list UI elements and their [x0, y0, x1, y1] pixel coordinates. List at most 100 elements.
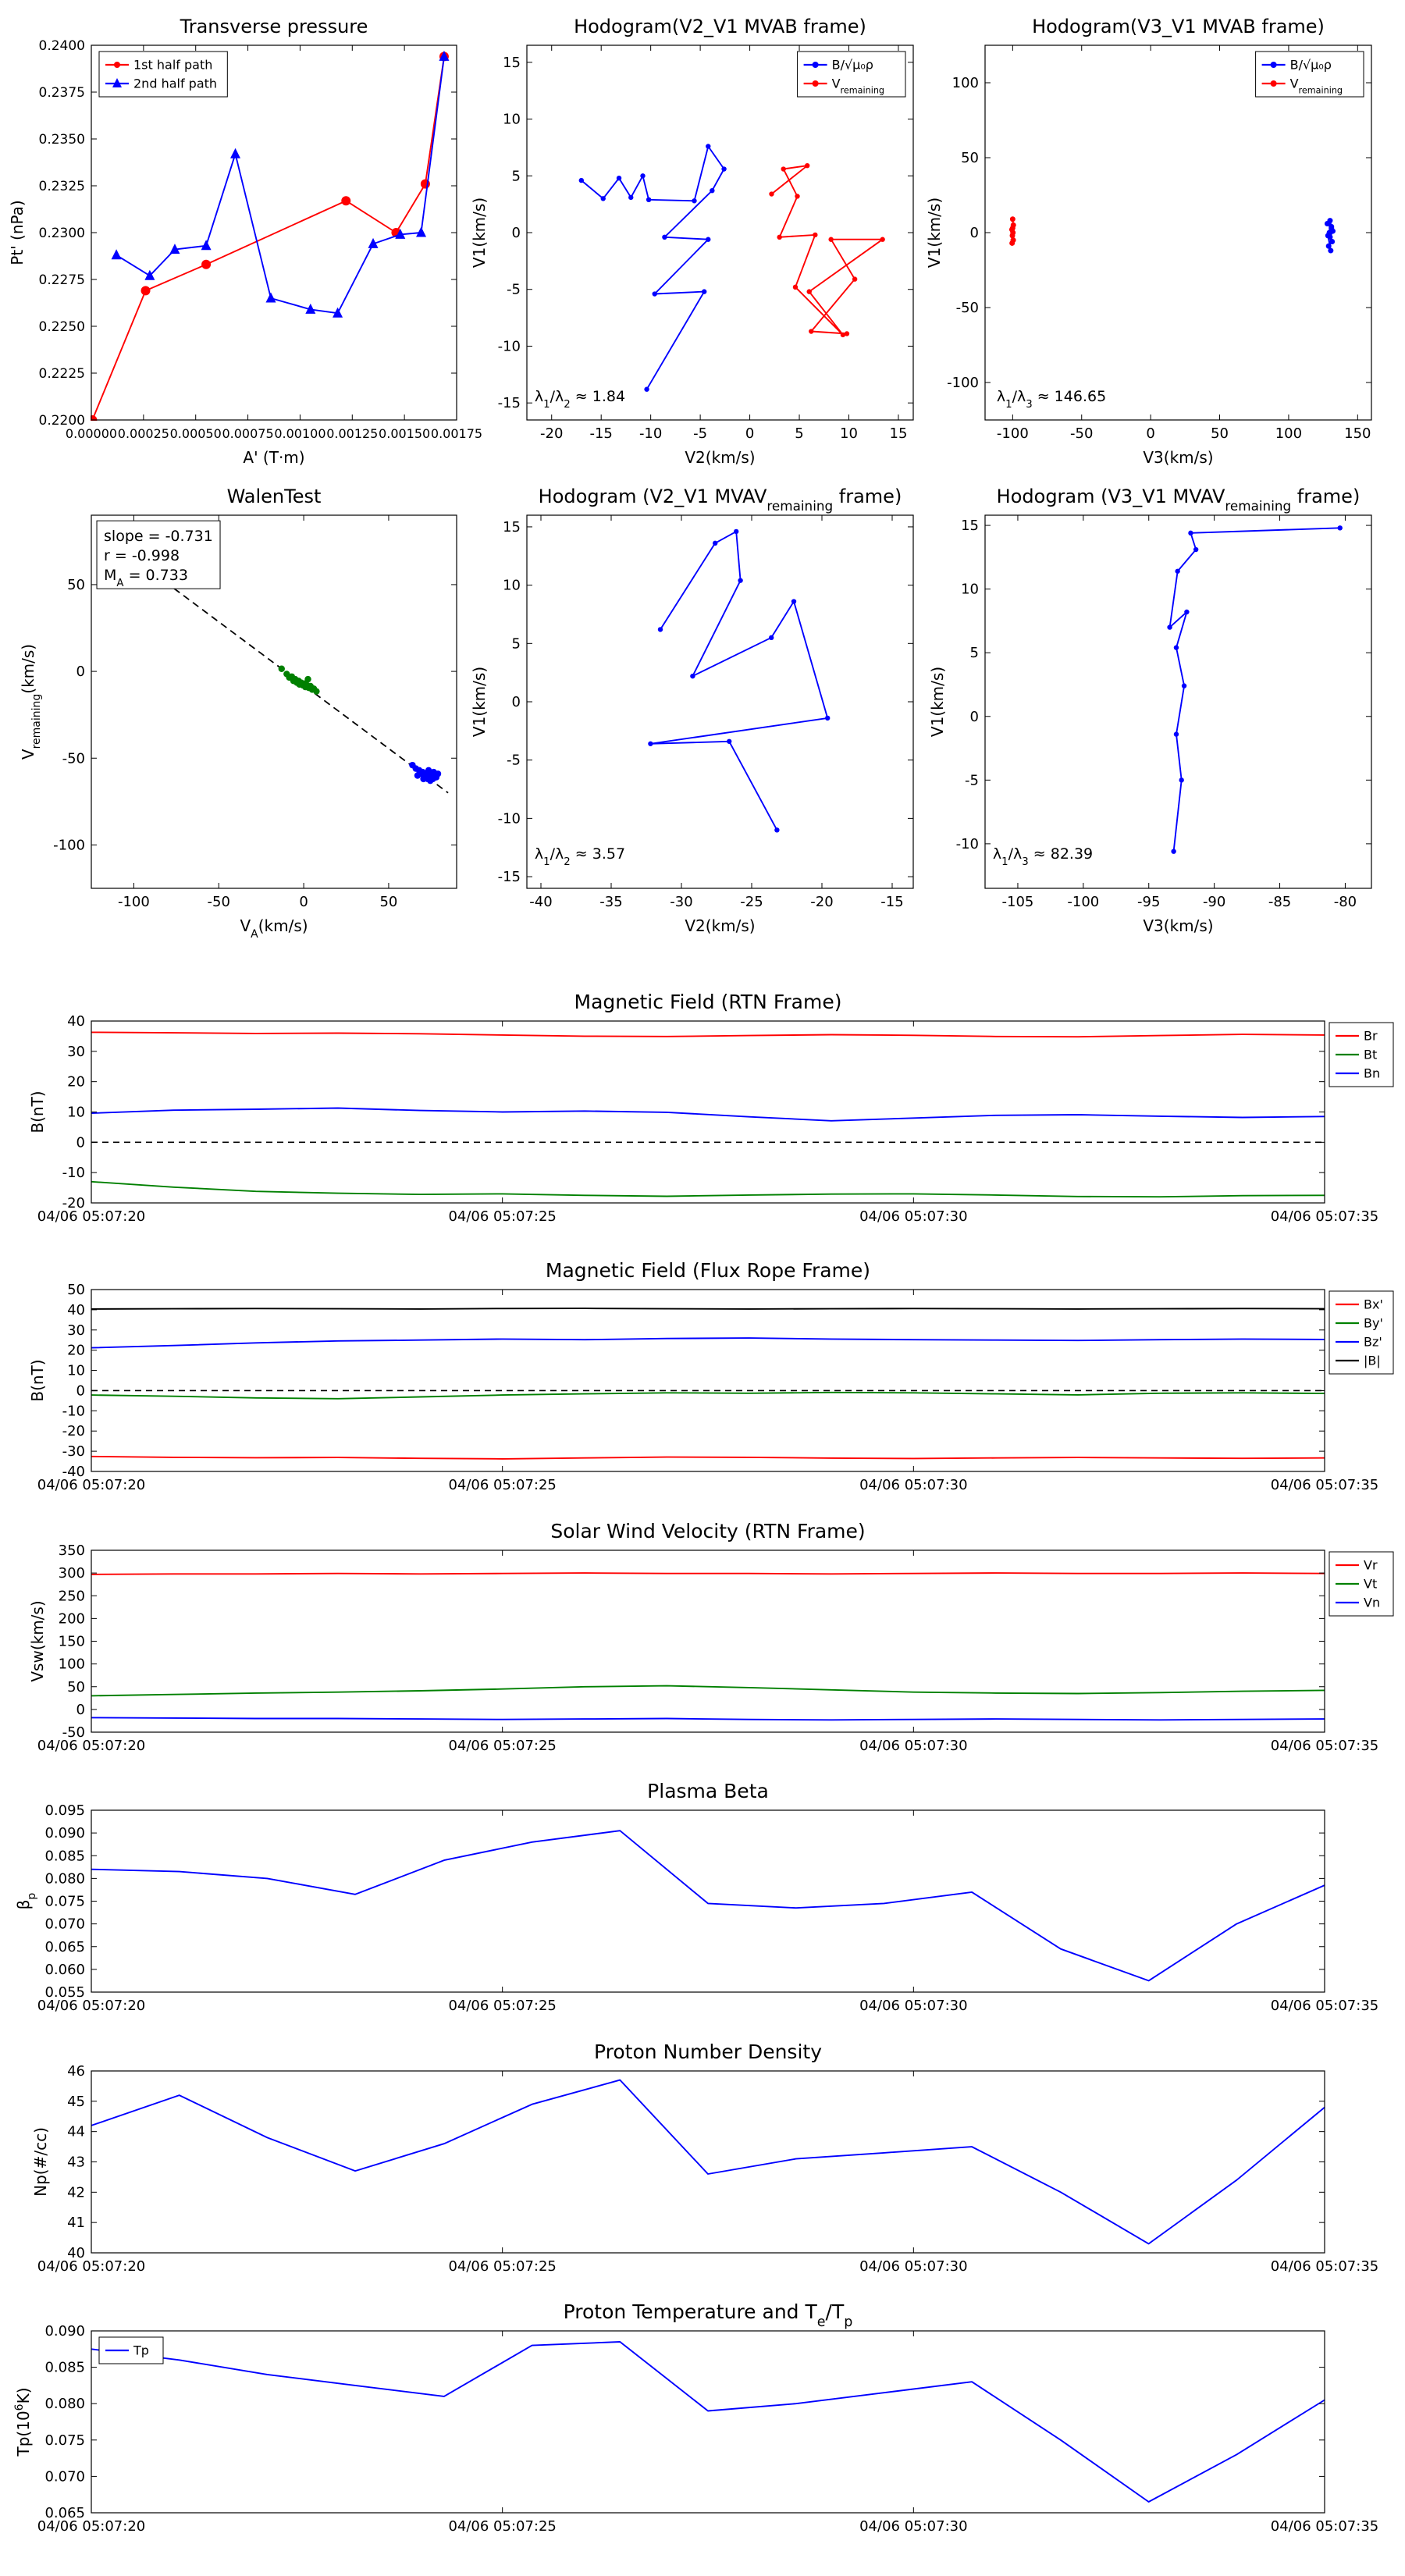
- x-axis-label: V2(km/s): [685, 448, 755, 467]
- x-tick-label: -85: [1268, 894, 1291, 910]
- x-tick-label: 04/06 05:07:35: [1271, 2258, 1378, 2275]
- y-tick-label: 5: [512, 635, 521, 652]
- axes-frame: [91, 1289, 1325, 1472]
- y-tick-label: -10: [62, 1403, 85, 1419]
- x-tick-label: 04/06 05:07:25: [448, 1738, 556, 1754]
- y-tick-label: -40: [62, 1464, 85, 1480]
- x-tick-label: -20: [810, 894, 833, 910]
- x-axis: -100 -50 0 50: [118, 515, 397, 910]
- x-tick-label: -100: [118, 894, 150, 910]
- series-Bx': [91, 1455, 1325, 1460]
- y-tick-label: 300: [59, 1565, 85, 1582]
- stats-line: r = -0.998: [104, 547, 180, 564]
- series-layer: [91, 1031, 1325, 1198]
- legend-label: Tp: [133, 2343, 149, 2358]
- y-tick-label: 50: [67, 1282, 85, 1298]
- stats-textbox: slope = -0.731 r = -0.998 MA = 0.733: [96, 520, 221, 589]
- x-tick-label: 50: [379, 894, 397, 910]
- y-tick-label: 0.090: [44, 1825, 85, 1841]
- x-tick-label: 04/06 05:07:20: [37, 1208, 145, 1225]
- x-axis-label: V2(km/s): [685, 916, 755, 935]
- chart-title: Hodogram (V2_V1 MVAVremaining frame): [539, 486, 902, 514]
- y-axis-label: V1(km/s): [928, 667, 947, 737]
- transverse-pressure-plot: 0.00000 0.00025 0.00050 0.00075 0.00100 0.001…: [8, 16, 482, 467]
- x-tick-label: -50: [208, 894, 230, 910]
- y-tick-label: 41: [67, 2215, 85, 2231]
- chart-title: Plasma Beta: [647, 1780, 769, 1802]
- y-axis: 0.055 0.060 0.065 0.070 0.075 0.080 0.085 0.090…: [44, 1802, 1325, 2001]
- y-tick-label: 15: [961, 518, 979, 534]
- y-tick-label: -50: [62, 1724, 85, 1741]
- legend: Br Bt Bn: [1329, 1022, 1394, 1087]
- chart-solar-wind-velocity: 04/06 05:07:20 04/06 05:07:25 04/06 05:07:…: [0, 1516, 1405, 1781]
- y-tick-label: -100: [947, 375, 979, 391]
- series-layer: [648, 528, 831, 833]
- x-tick-label: 04/06 05:07:30: [859, 1477, 967, 1493]
- x-tick-label: -40: [529, 894, 552, 910]
- hodogram-v3v1-mvab-plot: -100 -50 0 50 100 150 -100 -50 0 50 100 Hodogram(V3…: [925, 16, 1372, 467]
- y-tick-label: -10: [62, 1165, 85, 1181]
- legend-label: Bt: [1364, 1048, 1377, 1062]
- y-tick-label: -15: [498, 395, 521, 411]
- legend-label: |B|: [1364, 1354, 1381, 1368]
- x-tick-label: 04/06 05:07:30: [859, 1208, 967, 1225]
- y-tick-label: -100: [53, 837, 85, 853]
- chart-magnetic-field-rtn: 04/06 05:07:20 04/06 05:07:25 04/06 05:07:…: [0, 987, 1405, 1252]
- x-tick-label: 0.00175: [431, 426, 482, 441]
- y-tick-label: 0.2350: [39, 132, 85, 148]
- series-layer: [91, 1572, 1325, 1721]
- y-tick-label: 0: [970, 709, 979, 725]
- x-axis-label: A' (T·m): [243, 448, 304, 467]
- x-axis: 04/06 05:07:20 04/06 05:07:25 04/06 05:07:…: [37, 1810, 1378, 2014]
- x-axis: 04/06 05:07:20 04/06 05:07:25 04/06 05:07:…: [37, 1021, 1378, 1225]
- y-axis: -15 -10 -5 0 5 10 15: [498, 55, 913, 411]
- series-Bz': [91, 1337, 1325, 1349]
- x-axis-label: VA(km/s): [240, 916, 308, 941]
- chart-title: Hodogram (V3_V1 MVAVremaining frame): [997, 486, 1361, 514]
- legend-label: Bz': [1364, 1335, 1382, 1350]
- x-tick-label: 0.00000: [66, 426, 117, 441]
- series-second-half-points: [409, 761, 442, 785]
- annotation: λ1/λ2 ≈ 1.84: [535, 388, 625, 411]
- series-Bn: [91, 1107, 1325, 1122]
- axes-frame: [984, 514, 1372, 889]
- chart-hodogram-v3v1-mvab: -100 -50 0 50 100 150 -100 -50 0 50 100 Hodogram(V3…: [925, 6, 1405, 475]
- x-axis: -40 -35 -30 -25 -20 -15: [529, 515, 904, 910]
- y-tick-label: 0.2400: [39, 38, 85, 54]
- y-tick-label: 0.085: [44, 2360, 85, 2376]
- series-V-path: [648, 528, 831, 833]
- x-tick-label: 0: [745, 425, 754, 442]
- y-tick-label: 0.2325: [39, 179, 85, 194]
- x-tick-label: 0.00150: [379, 426, 430, 441]
- series-Bt: [91, 1180, 1325, 1198]
- legend-label: B/√μ₀ρ: [1290, 58, 1332, 73]
- legend-label: Vr: [1364, 1558, 1378, 1573]
- x-tick-label: -20: [540, 425, 563, 442]
- x-tick-label: 0.00025: [118, 426, 169, 441]
- hodogram-v3v1-mvav-plot: -105 -100 -95 -90 -85 -80 -10 -5 0 5 10 15 Hodogram …: [928, 486, 1372, 935]
- y-tick-label: 15: [503, 519, 521, 535]
- x-tick-label: -35: [599, 894, 622, 910]
- y-tick-label: 0: [76, 1382, 85, 1399]
- y-tick-label: -10: [498, 338, 521, 354]
- walen-test-plot: -100 -50 0 50 -100 -50 0 50 WalenTest VA(km/s) Vre…: [19, 486, 457, 941]
- y-tick-label: 15: [503, 55, 521, 71]
- x-tick-label: 04/06 05:07:35: [1271, 1738, 1378, 1754]
- y-tick-label: 0.090: [44, 2323, 85, 2339]
- x-tick-label: 04/06 05:07:20: [37, 2258, 145, 2275]
- y-tick-label: 20: [67, 1074, 85, 1091]
- y-tick-label: 5: [512, 168, 521, 184]
- series-2nd half path: [111, 50, 450, 318]
- series-layer: [91, 2341, 1325, 2503]
- y-tick-label: 40: [67, 2245, 85, 2261]
- y-tick-label: 50: [67, 577, 85, 593]
- legend-label: Vremaining: [832, 76, 884, 96]
- hodogram-v2v1-mvav-plot: -40 -35 -30 -25 -20 -15 -15 -10 -5 0 5 10 15 Hodogram…: [470, 486, 914, 935]
- y-tick-label: 10: [503, 112, 521, 128]
- chart-title: Hodogram(V3_V1 MVAB frame): [1032, 16, 1325, 37]
- series-layer: [91, 1830, 1325, 1982]
- y-tick-label: 0.2300: [39, 226, 85, 241]
- series-Br: [91, 1031, 1325, 1038]
- series-layer: [578, 144, 885, 392]
- y-axis-label: V1(km/s): [470, 197, 489, 268]
